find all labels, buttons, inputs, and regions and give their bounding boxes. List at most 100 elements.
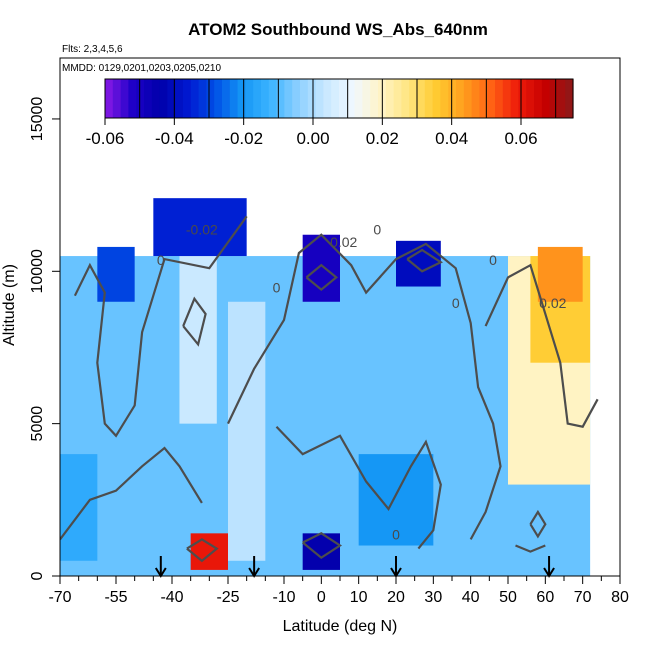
dates-note: MMDD: 0129,0201,0203,0205,0210 [62, 63, 221, 74]
colorbar-tick-label: -0.06 [86, 129, 125, 148]
y-tick-label: 15000 [29, 97, 46, 142]
colorbar-cell-55 [534, 79, 543, 118]
colorbar-tick-label: -0.02 [224, 129, 263, 148]
colorbar-cell-40 [417, 79, 426, 118]
colorbar-cell-2 [120, 79, 129, 118]
contour-label-7: 0.02 [539, 295, 566, 311]
colorbar-cell-41 [424, 79, 434, 118]
colorbar-cell-28 [323, 79, 332, 118]
colorbar-cell-30 [339, 79, 348, 118]
colorbar-cell-54 [526, 79, 535, 118]
field-region-6 [97, 246, 135, 302]
colorbar-cell-17 [237, 79, 246, 118]
y-axis: 0 5000 10000 15000 [29, 97, 60, 580]
colorbar-cell-43 [440, 79, 449, 118]
colorbar-tick-label: 0.04 [435, 129, 468, 148]
contour-label-6: 0 [392, 526, 400, 542]
colorbar-cell-21 [268, 79, 278, 118]
flights-note: Flts: 2,3,4,5,6 [62, 44, 123, 55]
contour-line-4 [186, 538, 219, 563]
colorbar-frame [104, 78, 574, 119]
heatmap-field [60, 198, 591, 576]
x-tick-label: 10 [350, 589, 368, 606]
y-tick-label: 10000 [29, 249, 46, 294]
x-tick-label: 0 [317, 589, 326, 606]
x-tick-label: 40 [462, 589, 480, 606]
x-tick-label: -70 [48, 589, 71, 606]
profile-arrow-0 [154, 556, 167, 578]
y-tick-label: 0 [29, 571, 46, 580]
contour-line-8 [484, 263, 599, 428]
x-tick-label: -55 [104, 589, 127, 606]
profile-arrow-2 [390, 556, 402, 578]
contour-label-8: 0.02 [330, 234, 357, 250]
colorbar-cell-57 [549, 79, 558, 118]
colorbar-cell-6 [151, 79, 161, 118]
colorbar-cell-22 [276, 79, 285, 118]
colorbar-cell-59 [565, 79, 574, 118]
x-tick-label: -40 [160, 589, 183, 606]
colorbar [104, 78, 574, 119]
contour-label-1: 0 [157, 252, 165, 268]
colorbar-cell-56 [541, 79, 551, 118]
colorbar-cell-39 [409, 79, 418, 118]
colorbar-cell-24 [292, 79, 301, 118]
colorbar-cell-38 [401, 79, 410, 118]
contour-lines: -0.02 0 0 0 0 0 0 0.02 0.02 [60, 215, 599, 563]
colorbar-cell-12 [198, 79, 207, 118]
y-axis-label: Altitude (m) [1, 264, 18, 346]
field-region-2 [228, 301, 266, 561]
colorbar-cell-4 [136, 79, 145, 118]
colorbar-cell-13 [206, 79, 215, 118]
contour-label-5: 0 [452, 295, 460, 311]
contour-label-3: 0 [373, 222, 381, 238]
y-tick-label: 5000 [29, 406, 46, 442]
colorbar-cell-58 [557, 79, 566, 118]
colorbar-cell-10 [183, 79, 192, 118]
x-tick-label: 20 [387, 589, 405, 606]
colorbar-cell-1 [112, 79, 122, 118]
colorbar-tick-label: 0.06 [504, 129, 537, 148]
colorbar-cell-14 [214, 79, 223, 118]
contour-label-4: 0 [489, 252, 497, 268]
colorbar-cell-15 [222, 79, 231, 118]
colorbar-cell-46 [463, 79, 473, 118]
colorbar-cell-44 [448, 79, 457, 118]
colorbar-cell-11 [190, 79, 200, 118]
colorbar-cell-33 [362, 79, 371, 118]
field-region-7 [153, 198, 247, 257]
colorbar-cell-9 [175, 79, 184, 118]
field-region-10 [190, 533, 228, 570]
x-axis-label: Latitude (deg N) [283, 618, 398, 635]
contour-line-2 [227, 233, 502, 540]
colorbar-cell-3 [128, 79, 137, 118]
colorbar-cell-51 [502, 79, 512, 118]
colorbar-cell-53 [518, 79, 527, 118]
colorbar-tick-label: -0.04 [155, 129, 194, 148]
profile-arrows [154, 556, 555, 578]
colorbar-cell-25 [300, 79, 309, 118]
x-tick-label: 80 [611, 589, 629, 606]
x-tick-label: -25 [216, 589, 239, 606]
colorbar-cell-42 [432, 79, 441, 118]
x-tick-label: 50 [499, 589, 517, 606]
colorbar-cell-36 [385, 79, 395, 118]
profile-arrow-1 [248, 556, 260, 578]
field-region-1 [179, 240, 217, 424]
contour-line-0 [73, 215, 248, 438]
field-region-13 [358, 454, 434, 546]
x-tick-label: 70 [574, 589, 592, 606]
contour-line-7 [60, 446, 203, 541]
colorbar-cell-37 [393, 79, 402, 118]
colorbar-cell-7 [159, 79, 168, 118]
colorbar-tick-label: 0.02 [366, 129, 399, 148]
profile-arrow-3 [543, 556, 555, 578]
colorbar-cell-23 [284, 79, 293, 118]
contour-label-0: -0.02 [186, 222, 218, 238]
colorbar-cell-49 [487, 79, 496, 118]
colorbar-cell-18 [245, 79, 254, 118]
colorbar-cell-29 [331, 79, 340, 118]
contour-line-9 [529, 509, 547, 539]
colorbar-cell-45 [456, 79, 465, 118]
